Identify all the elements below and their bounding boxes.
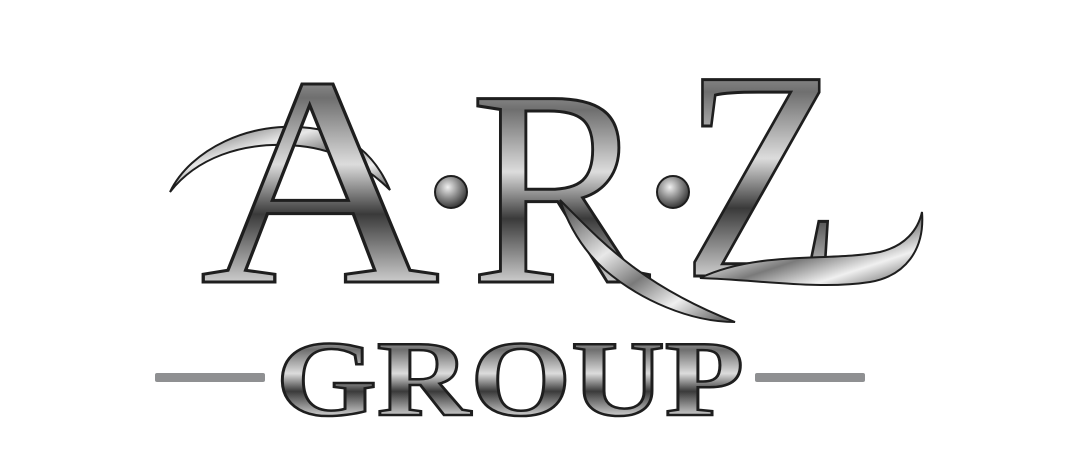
group-wordmark: GROUP bbox=[276, 320, 744, 439]
right-rule-line bbox=[755, 373, 865, 382]
z-wave-flourish bbox=[699, 211, 924, 287]
a-swoosh-flourish bbox=[169, 125, 391, 193]
separator-dot-2 bbox=[656, 175, 690, 209]
letter-a: A bbox=[200, 15, 440, 347]
r-tail-flourish bbox=[559, 199, 736, 323]
left-rule-line bbox=[155, 373, 265, 382]
separator-dot-1 bbox=[434, 175, 468, 209]
letter-z: Z bbox=[682, 9, 842, 341]
letter-r: R bbox=[470, 32, 651, 343]
